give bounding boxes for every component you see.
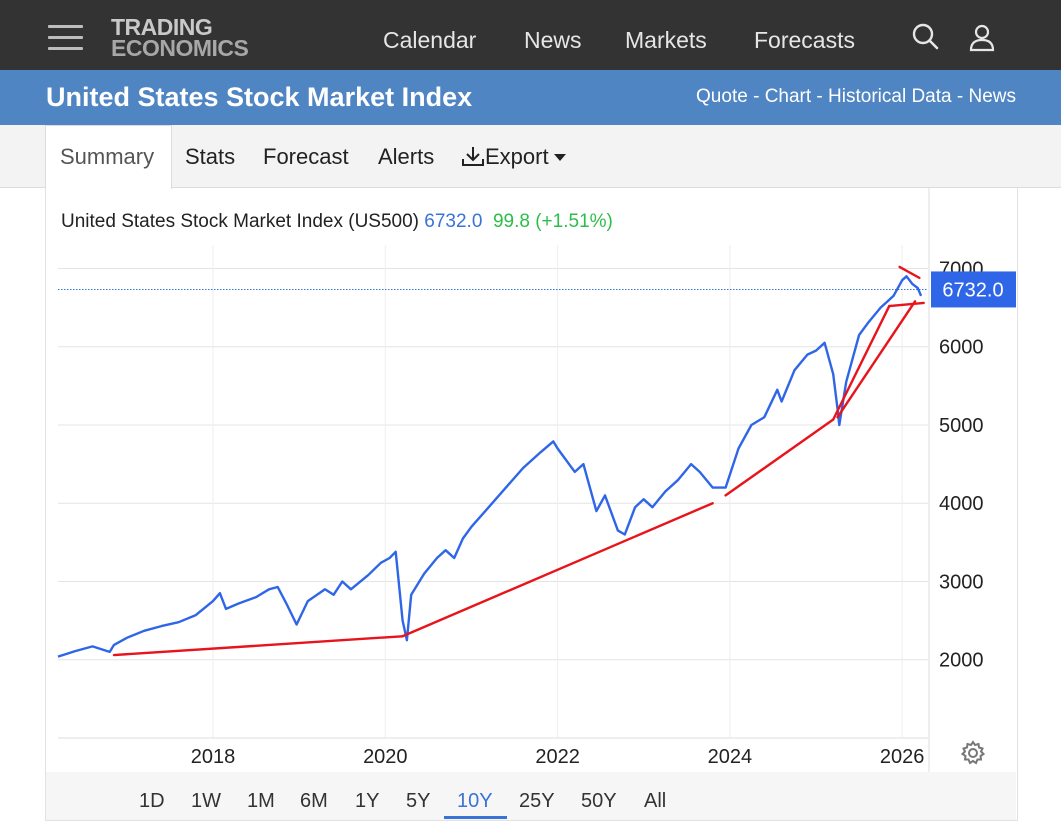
trendline [724,418,835,497]
range-6m[interactable]: 6M [300,790,328,812]
trendline [898,265,921,280]
price-badge-label: 6732.0 [942,279,1003,301]
tab-alerts[interactable]: Alerts [378,144,435,169]
title-bar [0,70,1061,125]
active-range-indicator [444,816,507,819]
tab-stats[interactable]: Stats [185,144,236,169]
nav-news[interactable]: News [524,27,582,53]
x-tick-label: 2024 [708,746,753,768]
logo-line-2: ECONOMICS [111,35,249,61]
tab-export[interactable]: Export [461,144,567,170]
x-tick-label: 2018 [191,746,236,768]
range-25y[interactable]: 25Y [519,790,555,812]
nav-markets[interactable]: Markets [625,27,707,53]
x-tick-label: 2026 [880,746,925,768]
range-5y[interactable]: 5Y [406,790,431,812]
range-10y[interactable]: 10Y [457,790,493,812]
link-separator: - [951,86,969,107]
range-all[interactable]: All [644,790,667,812]
trendline [888,301,925,308]
logo-line-1: TRADING [111,14,213,40]
tab-summary-active-background [45,125,172,189]
y-tick-label: 6000 [939,337,984,359]
y-tick-label: 2000 [939,650,984,672]
tabs-bar [0,125,1061,188]
range-1w[interactable]: 1W [191,790,221,812]
link-separator: - [811,86,829,107]
trendline [836,300,917,419]
price-badge [931,271,1016,308]
range-1d[interactable]: 1D [139,790,165,812]
page-title: United States Stock Market Index [46,82,473,112]
caret-down-icon [553,154,566,161]
trendline [832,304,891,421]
instrument-name: United States Stock Market Index (US500) [61,211,419,232]
range-1m[interactable]: 1M [247,790,275,812]
range-selector [46,772,1016,820]
current-price: 6732.0 [424,211,483,232]
link-news[interactable]: News [968,86,1016,107]
series-line [57,275,923,658]
gear-icon[interactable] [960,740,986,766]
top-navigation-bar [0,0,1061,70]
link-chart[interactable]: Chart [764,86,812,107]
tab-summary[interactable]: Summary [60,144,155,169]
chart-panel [45,187,1018,821]
nav-calendar[interactable]: Calendar [383,27,477,53]
quick-links: Quote - Chart - Historical Data - News [696,86,1016,108]
y-tick-label: 4000 [939,493,984,515]
download-icon [462,147,484,166]
price-change-percent: (+1.51%) [535,211,613,232]
x-tick-label: 2022 [535,746,580,768]
user-icon[interactable] [967,22,997,52]
x-tick-label: 2020 [363,746,408,768]
link-historical-data[interactable]: Historical Data [828,86,952,107]
price-change: 99.8 [492,211,530,232]
range-50y[interactable]: 50Y [581,790,617,812]
trendline [112,635,404,657]
y-tick-label: 3000 [939,571,984,593]
hamburger-menu-icon[interactable] [48,25,84,51]
range-1y[interactable]: 1Y [355,790,380,812]
logo[interactable]: TRADING ECONOMICS [111,14,249,61]
chart-header: United States Stock Market Index (US500)… [61,211,613,233]
export-label: Export [485,144,549,169]
link-separator: - [747,86,765,107]
link-quote[interactable]: Quote [696,86,748,107]
y-tick-label: 5000 [939,415,984,437]
tab-forecast[interactable]: Forecast [263,144,349,169]
trendline [401,502,714,638]
search-icon[interactable] [911,22,941,52]
nav-forecasts[interactable]: Forecasts [754,27,855,53]
